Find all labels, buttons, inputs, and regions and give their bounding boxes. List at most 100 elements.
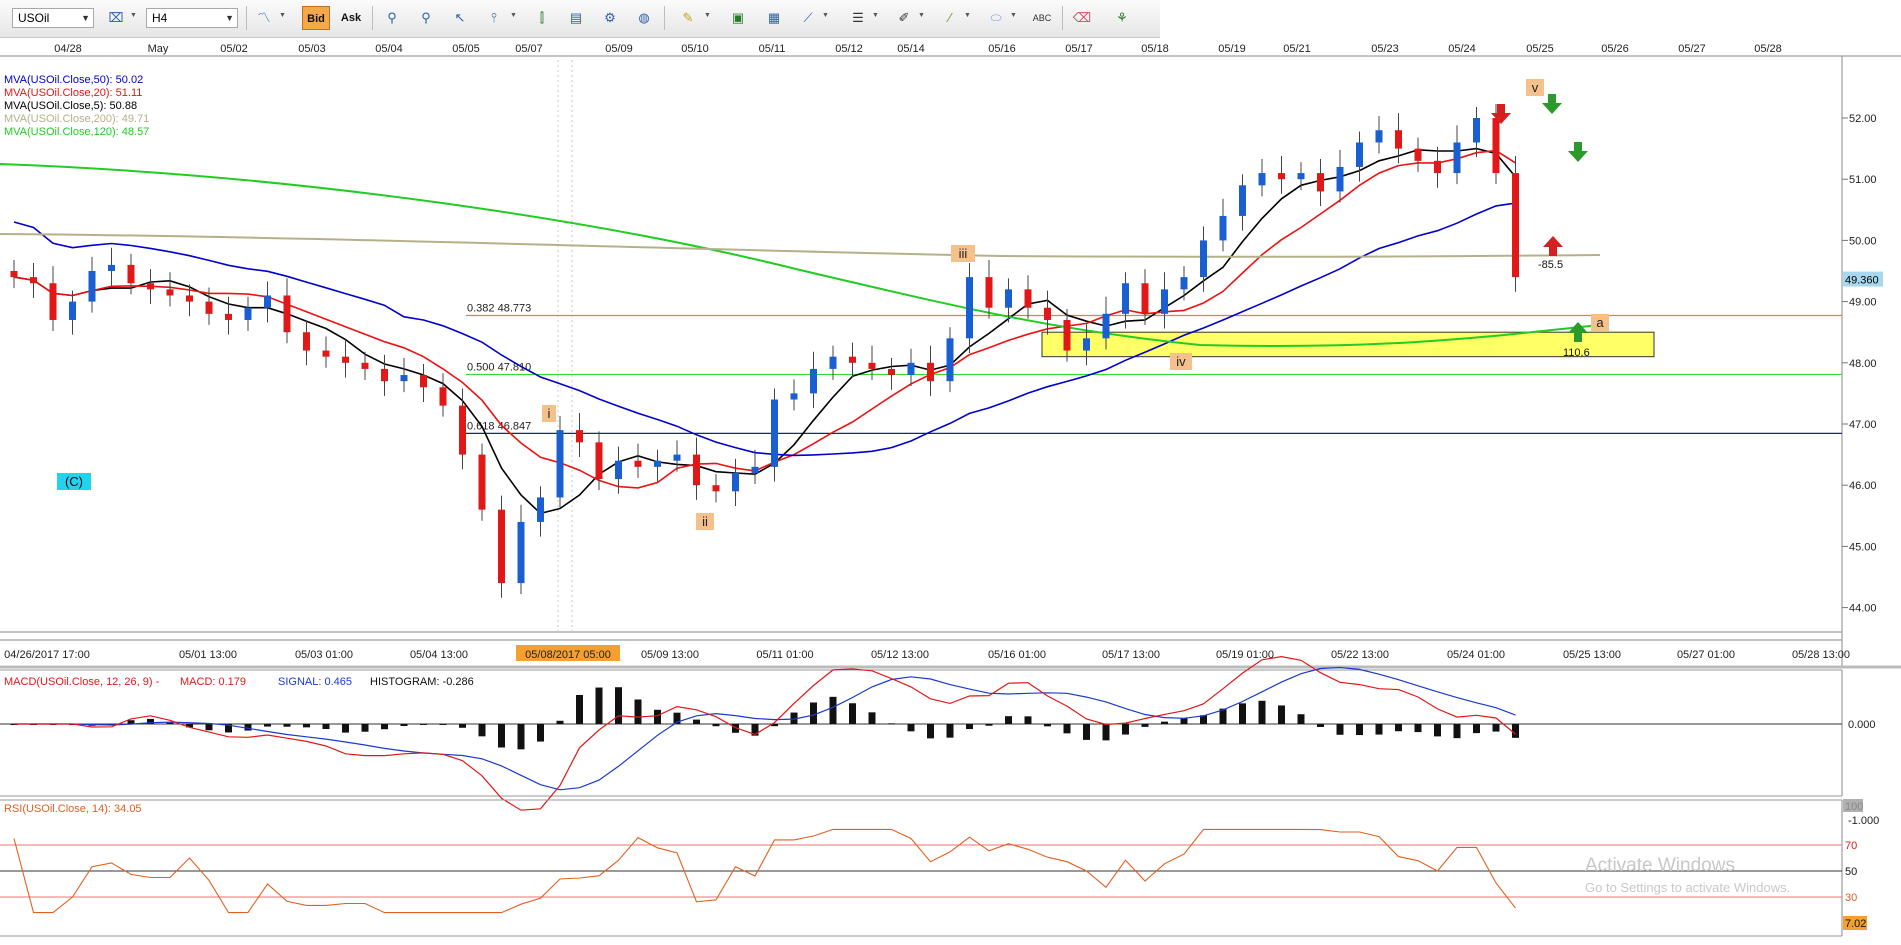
macd-histogram-bar xyxy=(810,702,817,724)
macd-histogram-bar xyxy=(1239,703,1246,724)
macd-panel: MACD(USOil.Close, 12, 26, 9) - MACD: 0.17… xyxy=(0,655,1879,827)
chevron-down-icon[interactable]: ▼ xyxy=(279,12,286,19)
candle-body xyxy=(790,393,798,400)
wave-label-a: a xyxy=(1596,315,1604,330)
macd-line xyxy=(14,655,1516,811)
image-icon[interactable]: ▣ xyxy=(731,10,745,25)
macd-histogram-bar xyxy=(88,724,96,726)
chevron-down-icon[interactable]: ▼ xyxy=(918,12,925,19)
zoom-in-icon[interactable]: ⚲ xyxy=(387,10,397,25)
candle-body xyxy=(1200,240,1207,278)
template-icon[interactable]: ▤ xyxy=(569,10,583,25)
date-label: 05/04 xyxy=(375,43,403,55)
macd-histogram-bar xyxy=(1180,718,1188,724)
rsi-tick-box xyxy=(1843,864,1863,877)
top-date-axis: 04/28 May 05/02 05/03 05/04 05/05 05/07 05/09 05… xyxy=(0,43,1901,57)
macd-histogram-bar xyxy=(732,724,739,733)
macd-histogram-bar xyxy=(381,724,388,730)
candle-body xyxy=(615,460,622,480)
separator xyxy=(664,6,665,30)
price-tick-label: 44.00 xyxy=(1849,603,1877,615)
candle-body xyxy=(478,454,486,510)
time-label: 05/22 13:00 xyxy=(1331,649,1389,661)
macd-histogram-bar xyxy=(147,718,154,724)
candle-body xyxy=(927,362,934,382)
wave-label-box xyxy=(951,245,975,262)
macd-histogram-bar xyxy=(1044,724,1051,727)
macd-histogram-bar xyxy=(264,724,271,727)
fork-icon[interactable]: ⟋ xyxy=(803,10,813,25)
indicator-icon[interactable]: ⫯ xyxy=(491,10,497,25)
green-down-arrow-icon xyxy=(1542,94,1562,114)
time-label: 05/09 13:00 xyxy=(641,649,699,661)
macd-histogram-bar xyxy=(790,712,798,724)
eraser-icon[interactable]: ⌫ xyxy=(1072,10,1092,25)
macd-histogram-bar xyxy=(1258,700,1266,724)
macd-histogram-bar xyxy=(108,724,115,726)
line-chart-icon[interactable]: 〽 xyxy=(257,10,271,25)
symbol-value: USOil xyxy=(18,11,50,25)
date-label: 05/03 xyxy=(298,43,326,55)
studies-icon[interactable]: ⚙ xyxy=(604,10,616,25)
macd-histogram-bar xyxy=(1317,724,1324,727)
wave-label-v: v xyxy=(1532,80,1539,95)
macd-histogram-bar xyxy=(849,703,856,724)
price-tick-label: 50.00 xyxy=(1849,235,1877,247)
candle-body xyxy=(751,466,759,473)
date-label: 05/27 xyxy=(1678,43,1706,55)
price-axis: 52.00 51.00 50.00 49.00 48.00 47.00 46.00 45.00… xyxy=(1842,113,1883,615)
horizontal-lines-icon[interactable]: ☰ xyxy=(852,10,864,25)
macd-histogram: HISTOGRAM: -0.286 xyxy=(370,676,474,688)
timeframe-select[interactable]: H4 ▼ xyxy=(146,8,238,28)
ask-toggle[interactable]: Ask xyxy=(340,12,362,24)
chevron-down-icon[interactable]: ▼ xyxy=(822,12,829,19)
candle-body xyxy=(1083,338,1090,351)
time-label: 04/26/2017 17:00 xyxy=(4,649,90,661)
globe-icon[interactable]: ◍ xyxy=(638,10,650,25)
macd-histogram-bar xyxy=(888,723,895,725)
chevron-down-icon[interactable]: ▼ xyxy=(1010,12,1017,19)
price-panel: 52.00 51.00 50.00 49.00 48.00 47.00 46.00 45.00… xyxy=(0,56,1901,669)
chevron-down-icon[interactable]: ▼ xyxy=(872,12,879,19)
macd-value: MACD: 0.179 xyxy=(180,676,246,688)
macd-histogram-bar xyxy=(771,724,778,727)
candle-body xyxy=(517,521,525,584)
macd-histogram-bar xyxy=(166,722,174,724)
ma-20-line xyxy=(13,149,1516,489)
pen-icon[interactable]: ✐ xyxy=(898,10,910,25)
chevron-down-icon[interactable]: ▼ xyxy=(704,12,711,19)
macd-histogram-bar xyxy=(1141,724,1149,727)
macd-histogram-bar xyxy=(673,712,681,724)
candle-body xyxy=(1317,173,1324,192)
macd-histogram-bar xyxy=(966,724,973,730)
candle-body xyxy=(810,368,817,394)
chevron-down-icon[interactable]: ▼ xyxy=(510,12,517,19)
screenshot-icon[interactable]: ▦ xyxy=(767,10,781,25)
chart-type-icon[interactable]: ⌧ xyxy=(108,10,124,25)
bid-toggle[interactable]: Bid xyxy=(302,6,330,30)
candle-body xyxy=(693,454,700,486)
candle-body xyxy=(1297,173,1305,180)
chevron-down-icon[interactable]: ▼ xyxy=(130,12,137,19)
period-icon[interactable]: ⫿ xyxy=(539,10,545,25)
text-tool-icon[interactable]: ABC xyxy=(1032,13,1052,23)
cursor-icon[interactable]: ↖ xyxy=(454,10,466,25)
rsi-tick-label: 50 xyxy=(1845,866,1857,878)
arrow-value-label: -85.5 xyxy=(1538,259,1563,271)
symbol-select[interactable]: USOil ▼ xyxy=(12,8,94,28)
fib-level-label: 0.382 48.773 xyxy=(467,302,531,314)
candle-body xyxy=(88,271,96,302)
zoom-out-icon[interactable]: ⚲ xyxy=(421,10,431,25)
trend-line-icon[interactable]: ⁄ xyxy=(948,10,952,25)
macd-histogram-bar xyxy=(1336,724,1344,735)
candle-body xyxy=(1375,130,1383,143)
date-label: 05/14 xyxy=(897,43,925,55)
ellipse-icon[interactable]: ⬭ xyxy=(990,10,1002,25)
toolbar: USOil ▼ ⌧ ▼ H4 ▼ 〽 ▼ Bid Ask ⚲ ⚲ ↖ ⫯ ▼ ⫿ ▤… xyxy=(0,0,1160,38)
chevron-down-icon[interactable]: ▼ xyxy=(964,12,971,19)
objects-icon[interactable]: ⚘ xyxy=(1116,10,1128,25)
ruler-icon[interactable]: ✎ xyxy=(682,10,694,25)
wave-label-iii: iii xyxy=(959,246,968,261)
macd-histogram-bar xyxy=(615,687,622,724)
